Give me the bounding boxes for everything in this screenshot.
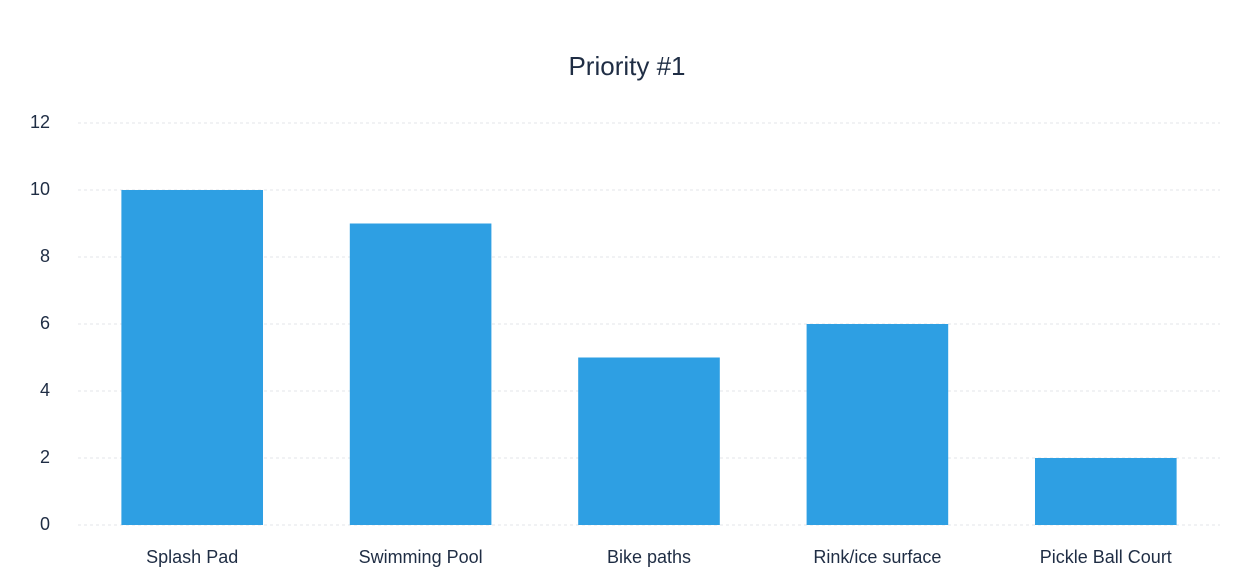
bar [1034, 458, 1177, 525]
y-tick-label: 6 [40, 313, 50, 333]
x-tick-label: Splash Pad [146, 547, 238, 567]
y-tick-label: 10 [30, 179, 50, 199]
y-tick-label: 2 [40, 447, 50, 467]
chart-title: Priority #1 [568, 51, 685, 81]
y-tick-label: 8 [40, 246, 50, 266]
bar [349, 223, 492, 525]
x-tick-label: Swimming Pool [359, 547, 483, 567]
bar [121, 190, 264, 525]
y-tick-label: 4 [40, 380, 50, 400]
x-tick-label: Bike paths [607, 547, 691, 567]
bar [578, 357, 720, 525]
x-tick-label: Pickle Ball Court [1040, 547, 1172, 567]
y-tick-label: 12 [30, 112, 50, 132]
x-tick-label: Rink/ice surface [813, 547, 941, 567]
y-tick-label: 0 [40, 514, 50, 534]
bar [806, 324, 949, 525]
